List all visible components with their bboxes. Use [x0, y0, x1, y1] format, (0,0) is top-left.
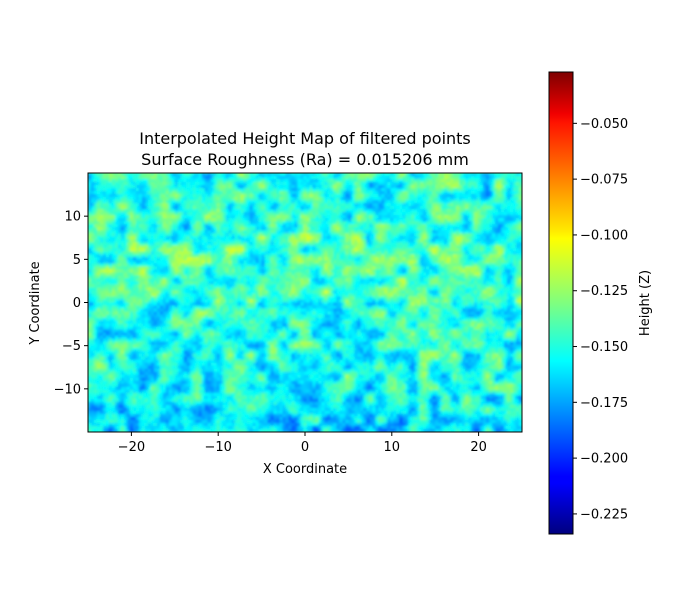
chart-subtitle: Surface Roughness (Ra) = 0.015206 mm	[141, 150, 469, 169]
colorbar-tick-label: −0.075	[580, 173, 628, 188]
y-tick-label: −5	[62, 339, 81, 354]
colorbar-tick-label: −0.175	[580, 396, 628, 411]
chart-title: Interpolated Height Map of filtered poin…	[139, 129, 471, 148]
colorbar-tick-label: −0.050	[580, 117, 628, 132]
colorbar-tick-label: −0.100	[580, 228, 628, 243]
colorbar-tick-label: −0.200	[580, 452, 628, 467]
x-tick-label: −20	[118, 440, 145, 455]
colorbar-tick-label: −0.125	[580, 284, 628, 299]
colorbar-tick-label: −0.150	[580, 340, 628, 355]
y-axis-label: Y Coordinate	[28, 261, 43, 345]
heatmap-area	[88, 173, 522, 432]
x-tick-label: 20	[470, 440, 487, 455]
colorbar-ticks: −0.225 −0.200 −0.175 −0.150 −0.125 −0.100 −0.0…	[573, 117, 628, 522]
y-tick-label: −10	[54, 382, 81, 397]
colorbar	[548, 71, 574, 535]
y-tick-label: 0	[73, 296, 81, 311]
x-axis-ticks: −20 −10 0 10 20	[118, 432, 487, 455]
x-tick-label: 0	[301, 440, 309, 455]
colorbar-label: Height (Z)	[638, 270, 653, 336]
x-tick-label: 10	[384, 440, 401, 455]
y-tick-label: 5	[73, 253, 81, 268]
x-axis-label: X Coordinate	[263, 462, 347, 477]
colorbar-tick-label: −0.225	[580, 507, 628, 522]
y-tick-label: 10	[64, 210, 81, 225]
heatmap-cells	[88, 173, 522, 432]
x-tick-label: −10	[204, 440, 231, 455]
y-axis-ticks: −10 −5 0 5 10	[54, 210, 88, 397]
